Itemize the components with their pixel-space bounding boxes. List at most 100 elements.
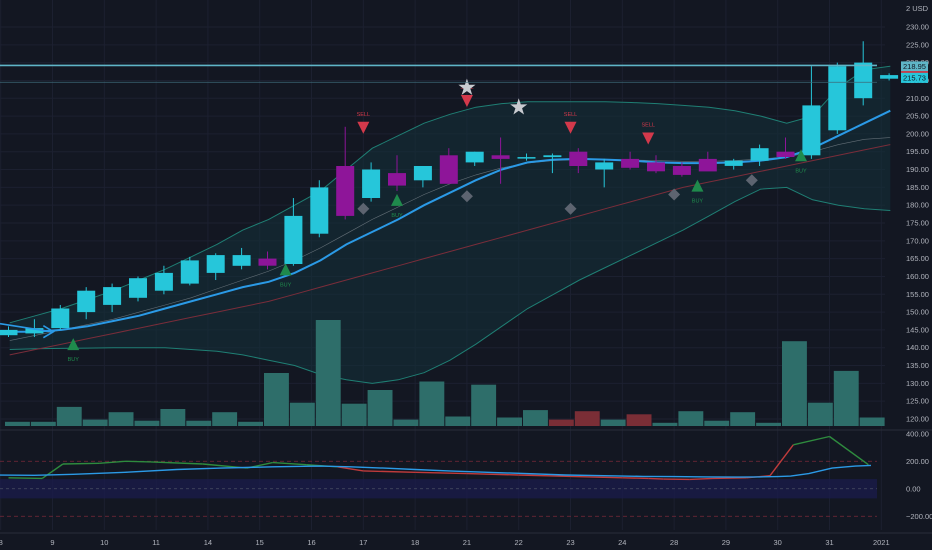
candle-body	[413, 166, 432, 181]
candle-body	[180, 260, 199, 284]
candle-body	[25, 328, 44, 334]
axes: 2 USD 120.00125.00130.00135.00140.00145.…	[0, 4, 932, 547]
volume-bar	[497, 417, 522, 426]
arrow-line	[0, 322, 52, 333]
diamond-marker	[745, 174, 758, 187]
signal-markers: BUYBUYBUYBUYBUYSELLSELLSELLSELL	[0, 78, 808, 363]
x-tick-label: 23	[566, 538, 574, 547]
oscillator-pane	[0, 435, 877, 517]
volume-bar	[238, 421, 263, 426]
volume-bar	[600, 419, 626, 426]
sell-marker	[642, 132, 655, 145]
volume-bar	[160, 409, 186, 426]
buy-label: BUY	[795, 168, 807, 174]
price-tick-label: 180.00	[906, 201, 929, 210]
osc-tick-label: −200.00	[906, 512, 932, 521]
osc-main-segment	[712, 477, 747, 480]
osc-main-segment	[150, 461, 203, 465]
osc-tick-label: 200.00	[906, 457, 929, 466]
diamond-marker	[357, 202, 370, 215]
osc-main-segment	[570, 475, 623, 479]
buy-marker	[67, 338, 80, 351]
x-tick-label: 24	[618, 538, 626, 547]
volume-bar	[523, 410, 548, 426]
candle-body	[232, 255, 251, 266]
price-tick-label: 155.00	[906, 290, 929, 299]
volume-bar	[315, 320, 341, 426]
price-tick-label: 210.00	[906, 94, 929, 103]
x-tick-label: 30	[774, 538, 782, 547]
x-tick-label: 2021	[873, 538, 890, 547]
sell-label: SELL	[357, 112, 370, 118]
candle-body	[569, 151, 588, 166]
bollinger-lower-line	[9, 186, 891, 384]
buy-marker	[279, 263, 292, 276]
price-tick-label: 160.00	[906, 272, 929, 281]
arrow-head	[42, 325, 55, 339]
price-tick-label: 125.00	[906, 397, 929, 406]
volume-bar	[30, 421, 56, 426]
osc-main-segment	[793, 435, 830, 446]
candle-body	[206, 255, 225, 273]
volume-bar	[186, 420, 212, 426]
volume-bar	[367, 390, 393, 426]
volume-bar	[704, 420, 730, 426]
price-tick-label: 135.00	[906, 361, 929, 370]
buy-label: BUY	[68, 357, 80, 363]
osc-main-segment	[8, 477, 43, 480]
osc-signal-line	[0, 464, 872, 478]
osc-main-segment	[363, 470, 416, 473]
x-tick-label: 21	[463, 538, 471, 547]
candle-body	[129, 278, 147, 298]
buy-label: BUY	[280, 282, 292, 288]
candle-body	[517, 157, 536, 159]
candle-body	[750, 148, 769, 161]
candle-body	[310, 187, 329, 234]
osc-main-segment	[466, 472, 519, 476]
volume-bar	[393, 419, 419, 426]
osc-main-segment	[99, 460, 126, 464]
x-tick-label: 11	[152, 538, 160, 547]
volume-bar	[574, 411, 600, 426]
buy-label: BUY	[692, 199, 704, 205]
buy-label: BUY	[391, 213, 403, 219]
currency-label: 2 USD	[906, 4, 929, 13]
osc-main-segment	[648, 477, 664, 480]
candle-body	[647, 162, 665, 172]
sell-marker	[357, 121, 370, 134]
x-tick-label: 31	[825, 538, 833, 547]
candle-body	[103, 287, 122, 305]
x-tick-label: 28	[670, 538, 678, 547]
price-tick-label: 150.00	[906, 308, 929, 317]
sma-slow-line	[9, 144, 891, 356]
x-tick-label: 18	[411, 538, 419, 547]
candle-body	[258, 258, 277, 266]
candle-body	[724, 160, 743, 166]
bollinger-fill	[9, 66, 891, 384]
x-tick-label: 17	[359, 538, 367, 547]
candle-body	[672, 166, 691, 175]
candle-body	[802, 105, 821, 156]
x-tick-label: 15	[256, 538, 264, 547]
osc-main-segment	[829, 435, 869, 466]
volume-bar	[5, 421, 30, 426]
osc-main-segment	[518, 474, 571, 478]
osc-main-segment	[622, 477, 649, 480]
candle-body	[621, 158, 640, 168]
x-tick-label: 14	[204, 538, 212, 547]
price-tick-label: 230.00	[906, 23, 929, 32]
volume-bar	[678, 411, 704, 426]
star-marker	[510, 98, 528, 115]
sell-label: SELL	[564, 112, 577, 118]
candle-body	[51, 308, 70, 329]
sell-label: SELL	[641, 122, 654, 128]
candle-body	[543, 155, 562, 158]
candle-body	[465, 151, 484, 163]
candle-body	[854, 62, 873, 99]
price-tick-label: 165.00	[906, 254, 929, 263]
candle-body	[362, 169, 381, 198]
osc-main-segment	[415, 471, 467, 475]
osc-main-segment	[337, 466, 364, 472]
volume-bar	[212, 412, 238, 426]
x-tick-label: 29	[722, 538, 730, 547]
